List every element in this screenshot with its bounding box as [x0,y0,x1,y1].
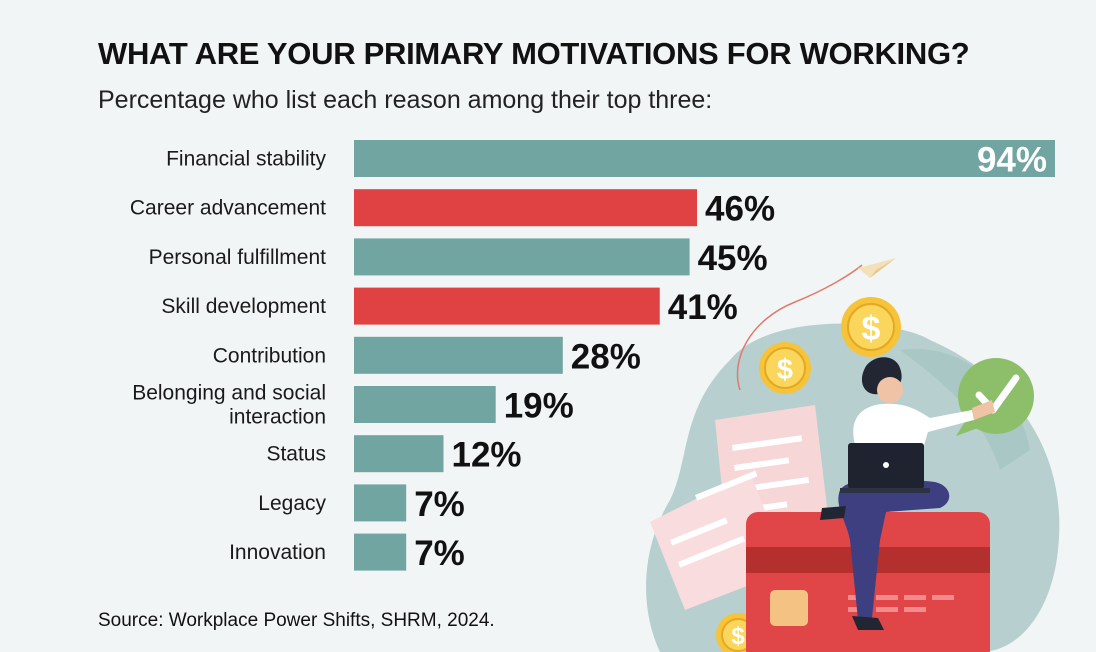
background-blob-2 [900,348,1030,470]
value-label: 94% [977,141,1047,180]
category-label: Skill development [161,295,326,318]
dollar-coin-icon: $ [841,297,901,357]
category-label: interaction [229,406,326,429]
category-label: Contribution [213,344,326,367]
bar [354,238,690,276]
laptop-icon [840,443,930,493]
svg-text:$: $ [862,310,881,348]
source-note: Source: Workplace Power Shifts, SHRM, 20… [98,610,495,631]
category-label: Financial stability [166,148,326,171]
bar [354,533,407,571]
bar [354,336,563,374]
category-label: Status [266,443,326,466]
value-label: 7% [414,485,465,524]
category-label: Legacy [258,492,326,515]
value-label: 41% [668,288,738,327]
bar [354,435,444,473]
value-label: 46% [705,190,775,229]
chart-subtitle: Percentage who list each reason among th… [98,86,713,114]
value-label: 12% [451,436,521,475]
bar [354,386,496,423]
bar [354,140,1055,177]
paper-plane-icon [858,258,896,278]
svg-text:$: $ [777,354,793,386]
bar [354,484,407,522]
value-label: 7% [414,534,465,573]
category-label: Personal fulfillment [149,246,327,269]
value-label: 28% [571,337,641,376]
bar [354,287,660,325]
bar [354,189,698,227]
chart-title: WHAT ARE YOUR PRIMARY MOTIVATIONS FOR WO… [98,36,970,71]
category-label: Belonging and social [132,382,326,405]
category-label: Career advancement [130,197,326,220]
bar-chart: Financial stability 94% Career advancement… [130,140,1055,573]
illustration: $ $ $ [646,258,1060,652]
category-label: Innovation [229,541,326,564]
value-label: 19% [504,387,574,426]
flight-path [736,264,863,391]
dollar-coin-icon: $ [759,342,811,394]
svg-text:$: $ [731,623,745,650]
value-label: 45% [698,239,768,278]
